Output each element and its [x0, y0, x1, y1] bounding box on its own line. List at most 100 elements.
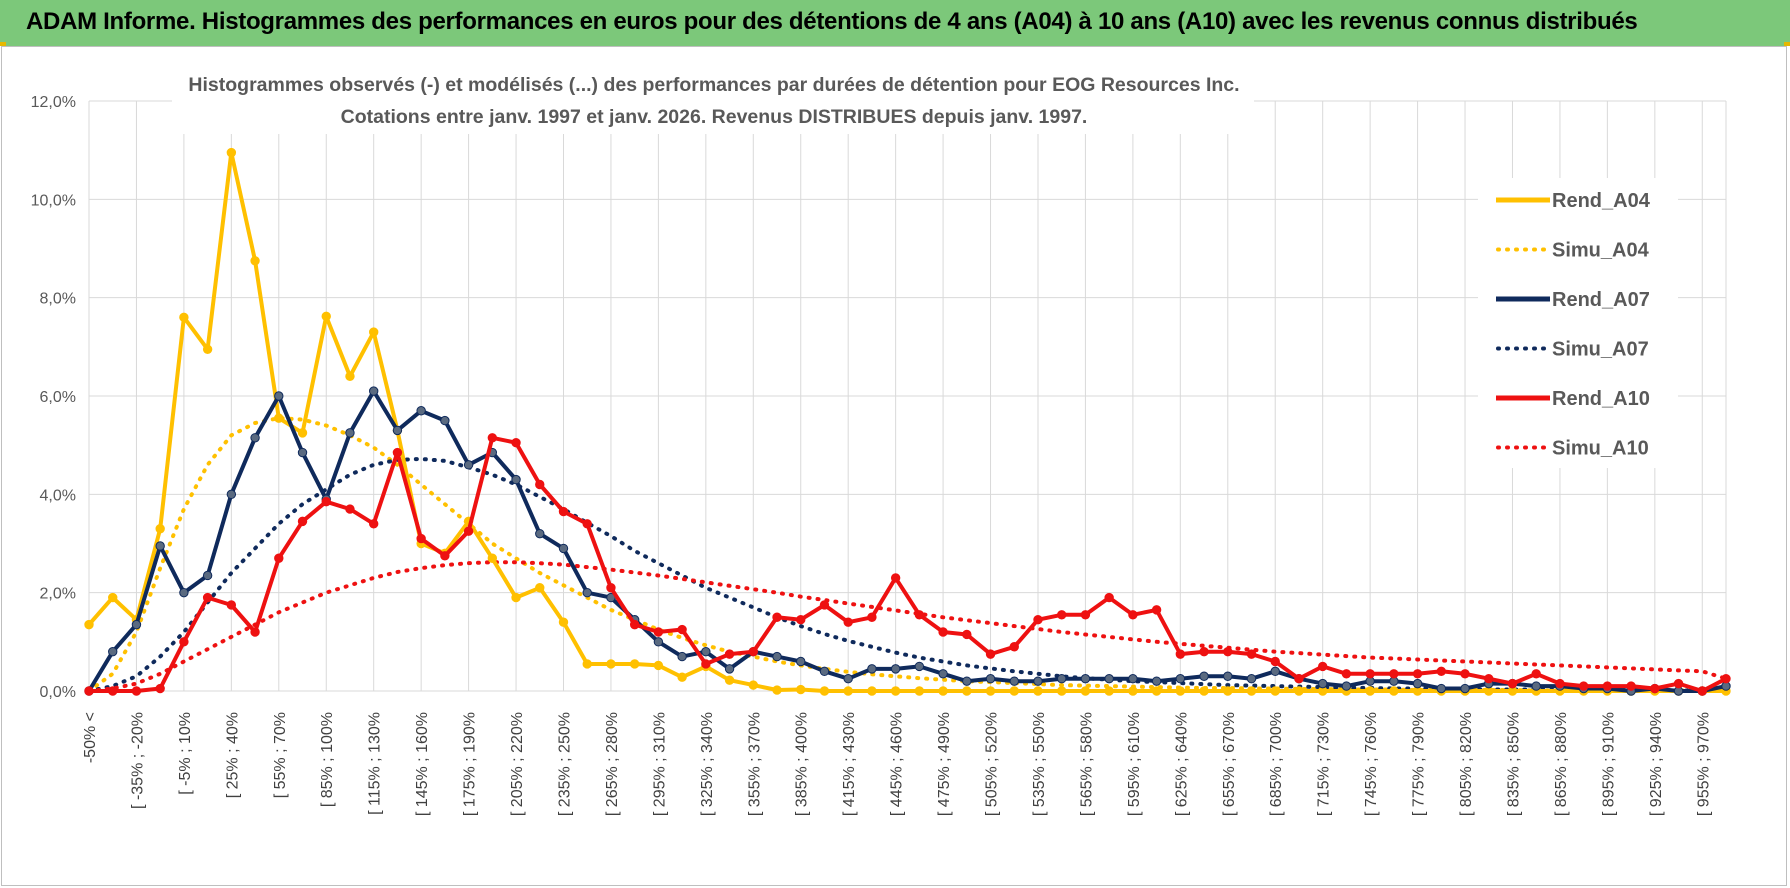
data-point [1460, 669, 1470, 679]
data-point [368, 327, 379, 337]
data-point [1033, 676, 1043, 686]
data-point [1650, 683, 1660, 694]
data-point [1341, 669, 1352, 679]
data-point [867, 686, 877, 696]
data-point [867, 612, 877, 622]
series-rend-a07 [84, 386, 1731, 696]
data-point [962, 676, 972, 686]
data-point [938, 669, 948, 679]
series-line [87, 560, 1728, 693]
data-point [1484, 674, 1494, 684]
legend-label: Simu_A07 [1552, 339, 1649, 361]
y-tick-label: 4,0% [40, 487, 76, 504]
data-point [1223, 686, 1233, 696]
data-point [558, 543, 569, 554]
data-point [914, 610, 925, 620]
data-point [796, 656, 806, 667]
corner-mark-left [0, 42, 6, 46]
x-tick-label: [ 835% ; 850% [1505, 712, 1522, 816]
data-point [1175, 686, 1186, 696]
data-point [653, 637, 664, 647]
y-tick-label: 10,0% [31, 192, 76, 209]
data-point [226, 600, 237, 610]
data-point [1697, 686, 1707, 696]
data-point [416, 406, 426, 416]
data-point [250, 627, 260, 637]
data-point [582, 587, 592, 598]
legend-label: Simu_A04 [1552, 240, 1650, 262]
data-point [819, 686, 830, 696]
data-point [535, 528, 545, 539]
data-point [416, 533, 426, 544]
data-point [1057, 686, 1067, 696]
data-point [582, 659, 592, 669]
legend-label: Rend_A07 [1552, 289, 1650, 311]
data-point [108, 592, 118, 603]
data-point [1104, 686, 1114, 696]
data-point [274, 413, 284, 423]
data-point [1223, 671, 1233, 681]
data-point [701, 646, 711, 657]
data-point [1104, 674, 1114, 684]
data-point [1199, 686, 1209, 696]
x-tick-label: [ 265% ; 280% [604, 712, 621, 816]
data-point [202, 592, 213, 603]
data-point [1389, 669, 1399, 679]
x-tick-label: [ 55% ; 70% [272, 712, 289, 798]
data-point [463, 526, 474, 536]
legend-label: Rend_A10 [1552, 388, 1650, 410]
data-point [155, 541, 165, 551]
data-point [1199, 646, 1209, 657]
data-point [1436, 683, 1447, 694]
x-tick-label: [ 205% ; 220% [509, 712, 526, 816]
y-tick-label: 12,0% [31, 94, 76, 111]
chart-grid [88, 100, 1727, 692]
x-tick-label: [ 625% ; 640% [1173, 712, 1190, 816]
data-point [677, 651, 687, 662]
data-point [1626, 681, 1636, 691]
data-point [1246, 649, 1257, 659]
data-point [321, 311, 331, 322]
data-point [653, 627, 664, 637]
series-simu-a04 [87, 416, 1728, 693]
data-point [535, 479, 545, 490]
data-point [1555, 678, 1565, 689]
data-point [250, 433, 260, 443]
data-point [1223, 646, 1233, 657]
data-point [1175, 649, 1186, 659]
x-tick-label: [ 235% ; 250% [556, 712, 573, 816]
data-point [155, 683, 165, 694]
data-point [487, 553, 498, 563]
data-point [1080, 610, 1091, 620]
x-tick-label: [ 535% ; 550% [1031, 712, 1048, 816]
x-tick-label: [ 385% ; 400% [794, 712, 811, 816]
data-point [724, 649, 735, 659]
data-point [1175, 674, 1186, 684]
data-point [1246, 686, 1257, 696]
x-tick-label: [ 475% ; 490% [936, 712, 953, 816]
data-point [677, 624, 687, 635]
data-point [1412, 669, 1423, 679]
data-point [108, 686, 118, 696]
data-point [1009, 642, 1019, 652]
data-point [345, 428, 355, 438]
data-point [1270, 656, 1280, 667]
data-point [890, 573, 901, 583]
data-point [1033, 615, 1043, 625]
data-point [84, 686, 94, 696]
chart-subtitle: Cotations entre janv. 1997 et janv. 2026… [341, 106, 1088, 128]
data-point [440, 415, 450, 426]
series-simu-a10 [87, 560, 1728, 693]
legend-item-simu-a04: Simu_A04 [1496, 240, 1650, 262]
data-point [535, 583, 545, 593]
data-point [1151, 686, 1162, 696]
data-point [1057, 610, 1067, 620]
data-point [1436, 666, 1447, 677]
title-backdrop [172, 66, 1254, 134]
data-point [1531, 681, 1541, 691]
data-point [1128, 674, 1138, 684]
x-tick-label: [ 505% ; 520% [984, 712, 1001, 816]
y-axis: 0,0% 2,0% 4,0% 6,0% 8,0% 10,0% 12,0% [31, 94, 76, 701]
data-point [772, 685, 782, 695]
data-point [914, 686, 925, 696]
